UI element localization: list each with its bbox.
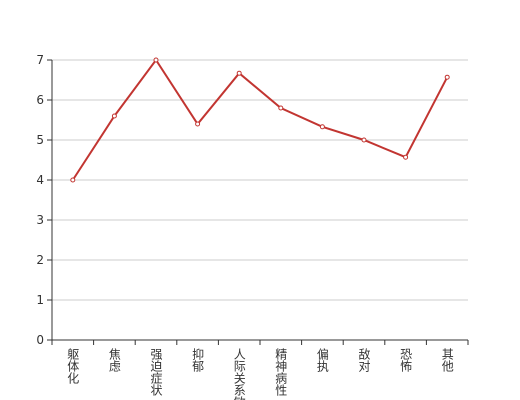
point [111,113,117,119]
y-tick-label: 2 [36,253,44,267]
x-tick-label: 躯体化 [66,347,80,385]
point [403,154,409,160]
y-tick-label: 3 [36,213,44,227]
x-tick-label: 偏执 [315,347,329,373]
line [71,58,449,181]
point [153,57,159,63]
x-tick-label: 抑郁 [191,347,205,373]
point [236,70,242,76]
y-tick-label: 4 [36,173,44,187]
x-tick-label: 敌对 [357,347,371,372]
point [444,74,450,80]
y-tick-label: 1 [36,293,44,307]
y-tick-label: 5 [36,133,44,147]
point [361,137,367,143]
point [319,124,325,130]
x-tick-label: 强迫症状 [149,348,163,396]
y-tick-label: 0 [36,333,44,347]
x-tick-label: 精神病性 [274,348,288,397]
x-tick-label: 人际关系敏感 [232,348,246,400]
y-tick-label: 7 [36,53,44,67]
point [195,121,201,127]
x-tick-label: 焦虑 [107,348,121,372]
x-tick-label: 恐怖 [399,348,413,372]
x-tick-label: 其他 [440,348,454,372]
y-tick-label: 6 [36,93,44,107]
point [278,105,284,111]
point [70,177,76,183]
